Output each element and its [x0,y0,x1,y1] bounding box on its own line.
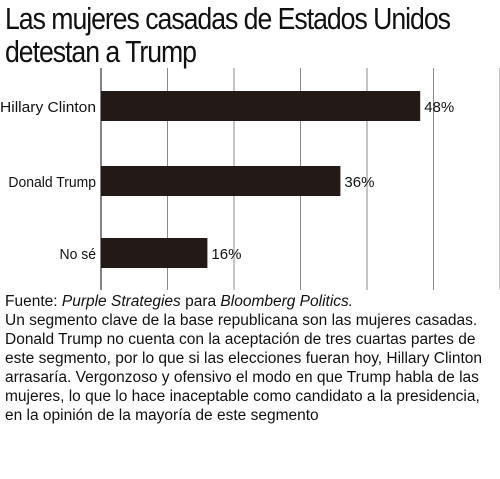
category-label: Hillary Clinton [0,99,96,116]
labels: Hillary Clinton 48% Donald Trump 36% No sé 16… [0,99,454,263]
description: Fuente: Purple Strategies para Bloomberg… [5,292,495,425]
bar [101,238,208,268]
source-prefix: Fuente: [5,293,62,310]
chart-title: Las mujeres casadas de Estados Unidos de… [5,1,451,69]
data-label: 36% [344,174,374,191]
bar-chart: Hillary Clinton 48% Donald Trump 36% No sé 16… [0,68,500,290]
data-label: 48% [424,99,454,116]
category-label: No sé [60,246,97,263]
chart-title-line-2: detestan a Trump [5,34,197,69]
category-label: Donald Trump [8,174,96,191]
source-line: Fuente: Purple Strategies para Bloomberg… [5,292,495,311]
chart-title-line-1: Las mujeres casadas de Estados Unidos [5,1,451,36]
bars [101,91,421,268]
data-label: 16% [211,246,241,263]
source-outlet: Bloomberg Politics. [220,293,354,310]
description-text: Un segmento clave de la base republicana… [5,312,483,424]
source-org: Purple Strategies [61,293,181,310]
bar [101,91,421,121]
bar [101,166,341,196]
source-middle: para [180,293,221,310]
